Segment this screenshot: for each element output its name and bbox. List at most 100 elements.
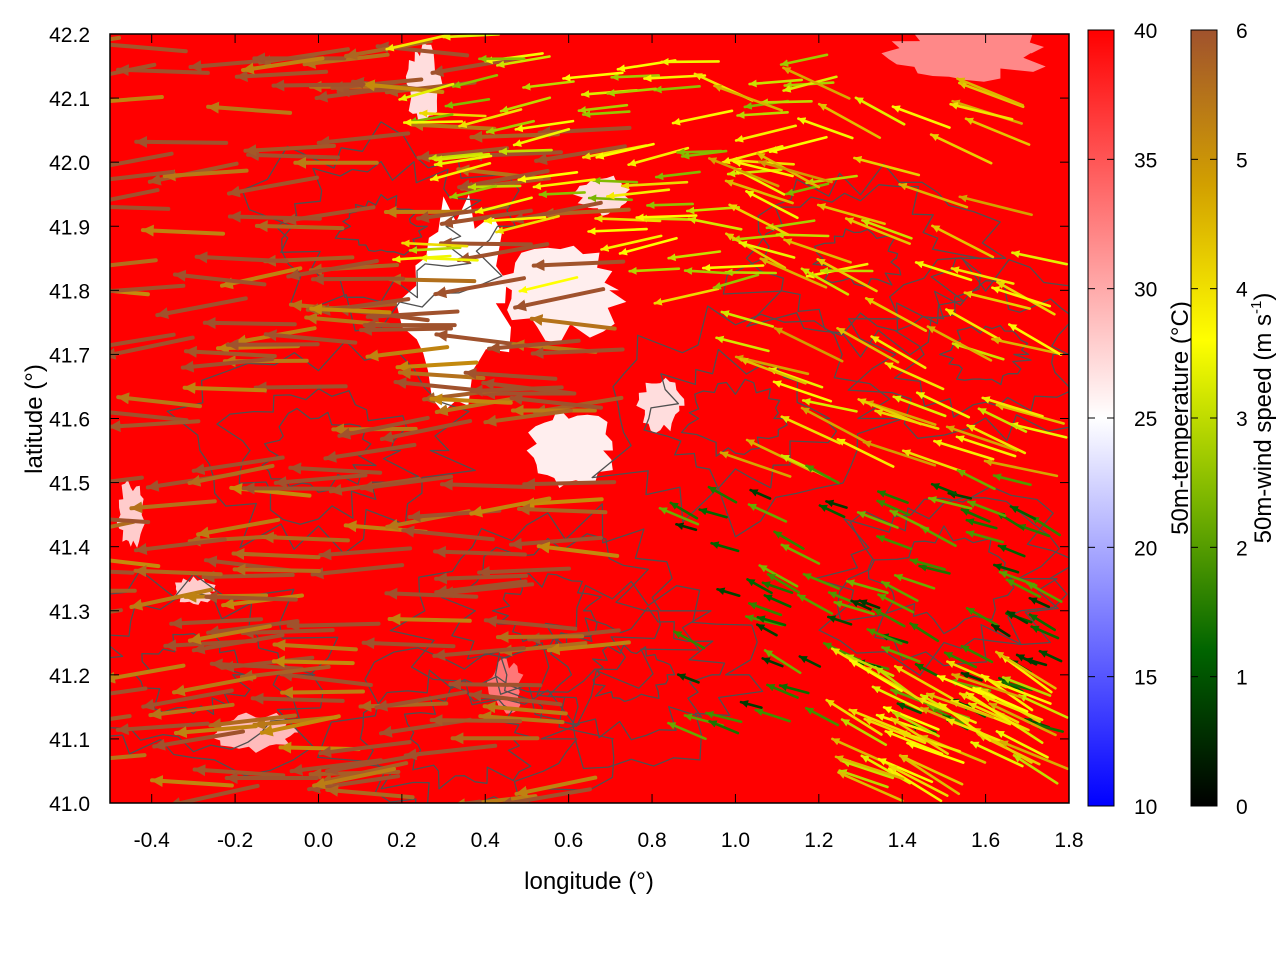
wind-vector [155, 296, 248, 319]
wind-vector [206, 101, 293, 115]
wind-vector [1007, 323, 1063, 356]
wind-vector [187, 624, 272, 645]
wind-vector [669, 501, 699, 520]
wind-vector [840, 718, 888, 747]
wind-vector [653, 85, 701, 94]
wind-vector [721, 145, 784, 165]
wind-vector [877, 757, 934, 784]
wind-vector [926, 325, 993, 362]
wind-vector [707, 485, 738, 504]
wind-vector [972, 686, 1029, 713]
colorbar-tick-label: 2 [1236, 537, 1248, 560]
wind-vector [628, 266, 681, 275]
colorbar-tick-label: 20 [1134, 537, 1157, 560]
wind-vector [888, 764, 949, 797]
wind-vector [325, 784, 415, 800]
wind-vector [110, 714, 132, 721]
y-tick-label: 41.4 [49, 537, 90, 560]
wind-vector [514, 775, 598, 798]
wind-vector [440, 478, 534, 491]
wind-vector [225, 338, 320, 351]
contour-line [745, 184, 981, 337]
x-tick-label: 1.2 [804, 829, 833, 852]
wind-vector [169, 617, 264, 630]
wind-vector [951, 672, 1023, 699]
wind-vector [240, 626, 335, 639]
wind-vector [766, 683, 799, 699]
wind-vector [517, 503, 608, 516]
cool-patch [405, 42, 443, 125]
wind-vector [191, 455, 285, 476]
wind-vector [430, 55, 524, 77]
wind-vector [909, 622, 940, 643]
wind-vector [115, 721, 210, 736]
wind-vector [481, 378, 575, 396]
wind-vector [311, 273, 405, 286]
wind-vector [309, 303, 392, 316]
wind-vector [991, 286, 1052, 308]
wind-vector [581, 110, 631, 119]
wind-vector [732, 159, 794, 178]
wind-vector [395, 360, 479, 373]
wind-vector [540, 207, 631, 220]
wind-vector [956, 77, 1025, 107]
wind-vector [933, 439, 995, 461]
wind-vector [316, 131, 411, 148]
wind-vector [359, 474, 454, 493]
wind-vector [965, 518, 998, 530]
wind-vector [877, 593, 915, 614]
x-tick-label: 0.4 [471, 829, 501, 852]
wind-vector [444, 98, 491, 109]
wind-vector [483, 615, 578, 631]
contour-line [847, 257, 1069, 442]
temperature-colorbar: 10 15 20 25 30 35 40 50m-temperature (°C) [1087, 20, 1194, 819]
wind-vector [927, 496, 973, 510]
wind-vector [995, 403, 1065, 425]
wind-vector [715, 335, 770, 353]
wind-vector [680, 149, 728, 160]
wind-vector [483, 408, 573, 427]
wind-vector [876, 499, 911, 517]
wind-vector [747, 602, 783, 617]
wind-vector [892, 395, 947, 418]
wind-vector [587, 194, 634, 203]
cool-patch [492, 245, 627, 343]
wind-vector [1028, 596, 1051, 609]
wind-vector [202, 316, 297, 329]
wind-vector [429, 162, 492, 182]
wind-vector [456, 242, 550, 264]
wind-vector [783, 238, 852, 264]
wind-vector [194, 251, 289, 264]
wind-vector [710, 541, 740, 553]
wind-vector [956, 469, 996, 491]
wind-vector [530, 347, 625, 360]
wind-vector [761, 657, 784, 668]
wind-vector [671, 109, 734, 126]
wind-vector [638, 214, 693, 223]
x-tick-label: 1.8 [1054, 829, 1083, 852]
wind-vector [110, 42, 188, 54]
contour-line [812, 228, 902, 288]
wind-vector [826, 615, 853, 626]
x-tick-label: -0.4 [134, 829, 171, 852]
contour-line [334, 193, 428, 256]
wind-vector [196, 517, 281, 539]
contour-line [110, 569, 339, 777]
wind-vector [712, 273, 760, 290]
y-axis: 41.0 41.1 41.2 41.3 41.4 41.5 41.6 41.7 41.8 41.9… [49, 24, 1069, 816]
wind-vector [110, 169, 175, 182]
wind-vector [271, 655, 355, 668]
terrain-contours [110, 121, 1069, 803]
wind-vector [930, 482, 958, 495]
cool-patch [396, 194, 511, 412]
wind-vector [960, 508, 991, 523]
wind-vector [768, 135, 828, 154]
y-tick-label: 41.0 [49, 793, 90, 816]
wind-vector [782, 66, 851, 100]
wind-vector [110, 569, 135, 575]
wind-vector [898, 182, 969, 209]
wind-vector [227, 175, 320, 198]
wind-vector [272, 639, 358, 652]
wind-vector [253, 381, 348, 394]
